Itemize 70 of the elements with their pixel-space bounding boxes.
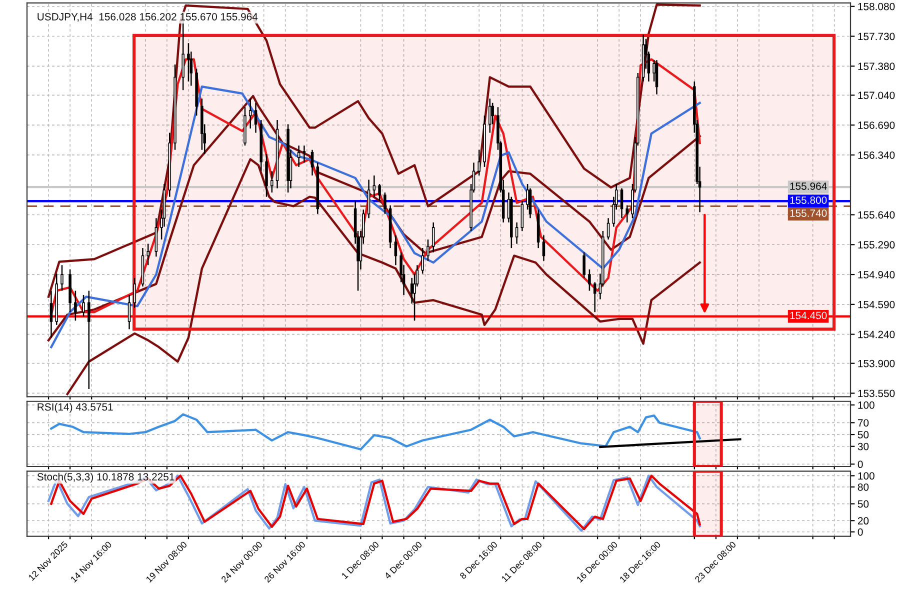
candlestick (528, 188, 532, 219)
y-tick-label: 100 (858, 472, 874, 480)
candlestick (128, 294, 131, 330)
y-tick-label: 50 (858, 500, 869, 508)
candlestick (310, 149, 314, 176)
candlestick (297, 144, 300, 168)
y-tick-label: 154.590 (858, 300, 895, 308)
candlestick (655, 60, 658, 95)
candlestick (367, 179, 370, 219)
line-series (66, 158, 701, 396)
candlestick (270, 170, 274, 194)
y-tick-label: 50 (858, 431, 869, 438)
candlestick (146, 243, 150, 266)
y-tick-label: 0 (858, 460, 863, 468)
candlestick (606, 218, 610, 240)
y-tick-label: 157.380 (858, 62, 895, 70)
candlestick (50, 290, 53, 338)
y-tick-label: 20 (858, 517, 869, 525)
candlestick (74, 290, 77, 322)
y-tick-label: 156.690 (858, 122, 895, 129)
candlestick (593, 282, 596, 313)
y-tick-label: 153.900 (858, 360, 895, 368)
candlestick (488, 98, 492, 134)
candlestick (248, 98, 252, 130)
candlestick (265, 153, 268, 198)
ref-line-label: 154.450 (790, 312, 827, 320)
candlestick (254, 102, 258, 134)
y-tick-label: 157.730 (858, 32, 895, 40)
y-tick-label: 153.550 (858, 390, 895, 398)
candlestick (520, 200, 524, 232)
ref-line-label: 155.740 (790, 210, 827, 217)
candlestick (394, 234, 398, 266)
chart-title: RSI(14) 43.5751 (38, 403, 113, 413)
y-tick-label: 154.940 (858, 271, 895, 278)
candlestick (582, 252, 586, 279)
candlestick (187, 42, 190, 82)
y-tick-label: 156.340 (858, 151, 895, 159)
candlestick (478, 149, 481, 176)
y-tick-label: 154.240 (858, 330, 895, 338)
y-tick-label: 0 (858, 528, 863, 536)
y-tick-label: 155.640 (858, 211, 895, 219)
candlestick (426, 238, 430, 262)
candlestick (60, 264, 64, 292)
candlestick (302, 144, 306, 164)
y-tick-label: 100 (858, 401, 874, 409)
y-tick-label: 158.080 (858, 2, 895, 10)
candlestick (378, 183, 381, 202)
candlestick (542, 234, 546, 262)
y-tick-label: 155.290 (858, 241, 895, 249)
candlestick (88, 290, 90, 390)
candlestick (620, 188, 624, 219)
chart-title: Stoch(5,3,3) 10.1878 13.2251 (37, 472, 174, 483)
candlestick (626, 204, 629, 224)
candlestick (372, 174, 376, 198)
y-tick-label: 157.040 (858, 92, 895, 100)
candlestick (154, 218, 158, 258)
line-series (50, 413, 701, 450)
ref-line-label: 155.964 (790, 182, 827, 190)
candlestick (515, 222, 518, 244)
y-tick-label: 80 (858, 483, 869, 491)
candlestick (133, 277, 136, 308)
ref-line-label: 155.800 (790, 196, 827, 204)
y-tick-label: 30 (858, 442, 869, 450)
candlestick (588, 268, 591, 292)
candlestick (384, 192, 386, 215)
candlestick (432, 222, 435, 253)
candlestick (421, 247, 424, 274)
y-tick-label: 70 (858, 419, 869, 427)
text: USDJPY,H4 156.028 156.202 155.670 155.964 (38, 13, 258, 22)
candlestick (82, 294, 85, 317)
